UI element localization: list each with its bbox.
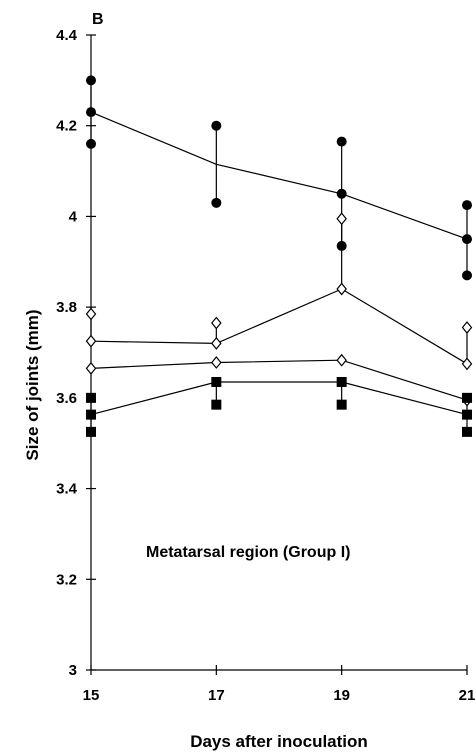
- data-point: [86, 75, 96, 86]
- data-point: [85, 361, 97, 375]
- data-point: [461, 321, 473, 335]
- data-point: [211, 120, 222, 131]
- data-point: [86, 138, 96, 149]
- y-tick-label: 4.4: [56, 27, 78, 44]
- data-point: [336, 282, 347, 296]
- data-point: [336, 399, 347, 410]
- data-point: [462, 200, 472, 211]
- y-tick-label: 3.4: [56, 481, 78, 498]
- data-point: [211, 316, 222, 330]
- y-tick-label: 3.8: [56, 299, 77, 316]
- data-point: [86, 107, 96, 118]
- y-tick-label: 4: [69, 208, 78, 225]
- y-tick-label: 4.2: [56, 118, 77, 135]
- data-point: [462, 392, 472, 403]
- data-point: [336, 136, 347, 147]
- data-point: [86, 426, 96, 437]
- data-point: [336, 212, 347, 226]
- x-tick-label: 15: [83, 687, 100, 704]
- data-point: [462, 426, 472, 437]
- series-line: [90, 288, 468, 365]
- x-axis-title: Days after inoculation: [190, 732, 368, 751]
- data-point: [336, 376, 347, 387]
- data-point: [86, 409, 96, 420]
- x-axis: 15 17 19 21: [83, 665, 476, 704]
- data-point: [211, 197, 222, 208]
- data-point: [86, 392, 96, 403]
- y-axis: 3 3.2 3.4 3.6 3.8 4 4.2 4.4: [56, 27, 96, 679]
- y-tick-label: 3.6: [56, 390, 77, 407]
- data-point: [211, 336, 222, 350]
- data-point: [85, 334, 97, 348]
- data-point: [211, 376, 222, 387]
- data-point: [85, 307, 97, 321]
- data-point: [336, 188, 347, 199]
- plot-area: [85, 75, 473, 437]
- data-point: [462, 409, 472, 420]
- data-point: [462, 270, 472, 281]
- data-point: [211, 356, 222, 369]
- y-axis-title: Size of joints (mm): [23, 309, 42, 460]
- series-line: [90, 359, 468, 401]
- data-point: [462, 234, 472, 245]
- data-point: [461, 357, 473, 371]
- panel-label: B: [92, 11, 104, 28]
- data-point: [336, 240, 347, 251]
- y-tick-label: 3.2: [56, 571, 77, 588]
- data-point: [211, 399, 222, 410]
- x-tick-label: 17: [208, 687, 225, 704]
- series-line: [90, 381, 468, 416]
- series-line: [90, 111, 468, 240]
- x-tick-label: 21: [459, 687, 476, 704]
- annotation: Metatarsal region (Group I): [146, 544, 350, 561]
- y-tick-label: 3: [69, 662, 77, 679]
- data-point: [336, 353, 347, 367]
- x-tick-label: 19: [333, 687, 350, 704]
